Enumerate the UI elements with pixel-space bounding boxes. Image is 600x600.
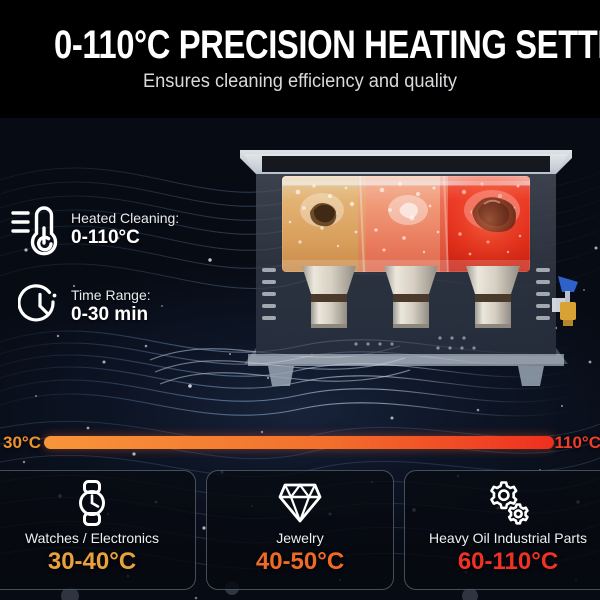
card-value: 30-40°C <box>47 548 137 575</box>
card-value: 40-50°C <box>255 548 345 575</box>
soiled-item-2 <box>388 195 428 225</box>
feature-value: 0-110°C <box>71 226 140 248</box>
feature-time-range: Time Range: 0-30 min <box>18 284 151 328</box>
gears-icon <box>484 480 532 526</box>
watch-icon <box>73 480 111 526</box>
transducer-1 <box>302 266 356 328</box>
clock-icon <box>18 284 57 322</box>
vent-slots <box>262 268 550 320</box>
application-cards: Watches / Electronics 30-40°C Jewelry 40… <box>0 470 600 596</box>
drain-valve <box>552 276 578 326</box>
feature-value: 0-30 min <box>71 303 149 325</box>
foot-right <box>518 366 544 386</box>
foot-left <box>268 366 294 386</box>
transducer-2 <box>384 266 438 328</box>
valve-handle <box>558 276 578 292</box>
header-band <box>0 0 600 118</box>
diamond-icon <box>277 480 323 526</box>
feature-heated-cleaning: Heated Cleaning: 0-110°C <box>10 198 179 260</box>
card-jewelry[interactable]: Jewelry 40-50°C <box>206 470 394 590</box>
card-title: Jewelry <box>276 530 324 546</box>
thermometer-icon <box>11 206 58 256</box>
card-title: Watches / Electronics <box>24 530 160 546</box>
card-value: 60-110°C <box>457 548 559 575</box>
card-watches-electronics[interactable]: Watches / Electronics 30-40°C <box>0 470 196 590</box>
page-subtitle: Ensures cleaning efficiency and quality <box>142 71 457 92</box>
valve-body <box>560 302 576 320</box>
temp-gradient-track <box>44 436 554 449</box>
card-title: Heavy Oil Industrial Parts <box>429 530 587 546</box>
temp-max-label: 110°C <box>554 433 600 452</box>
zone-hot <box>366 176 448 272</box>
heated-bath <box>282 176 530 272</box>
soiled-item-1 <box>300 193 344 227</box>
feature-label: Heated Cleaning: <box>71 209 180 226</box>
page-title: 0-110°C PRECISION HEATING SETTINGS <box>54 23 600 67</box>
temperature-range-bar: 30°C 110°C <box>0 428 600 458</box>
feature-label: Time Range: <box>71 286 151 303</box>
transducers <box>302 266 520 328</box>
base-screws <box>354 336 476 350</box>
ultrasonic-cleaner-cutaway <box>240 150 578 386</box>
temp-min-label: 30°C <box>3 433 41 452</box>
card-heavy-oil-industrial-parts[interactable]: Heavy Oil Industrial Parts 60-110°C <box>404 470 600 590</box>
transducer-3 <box>466 266 520 328</box>
